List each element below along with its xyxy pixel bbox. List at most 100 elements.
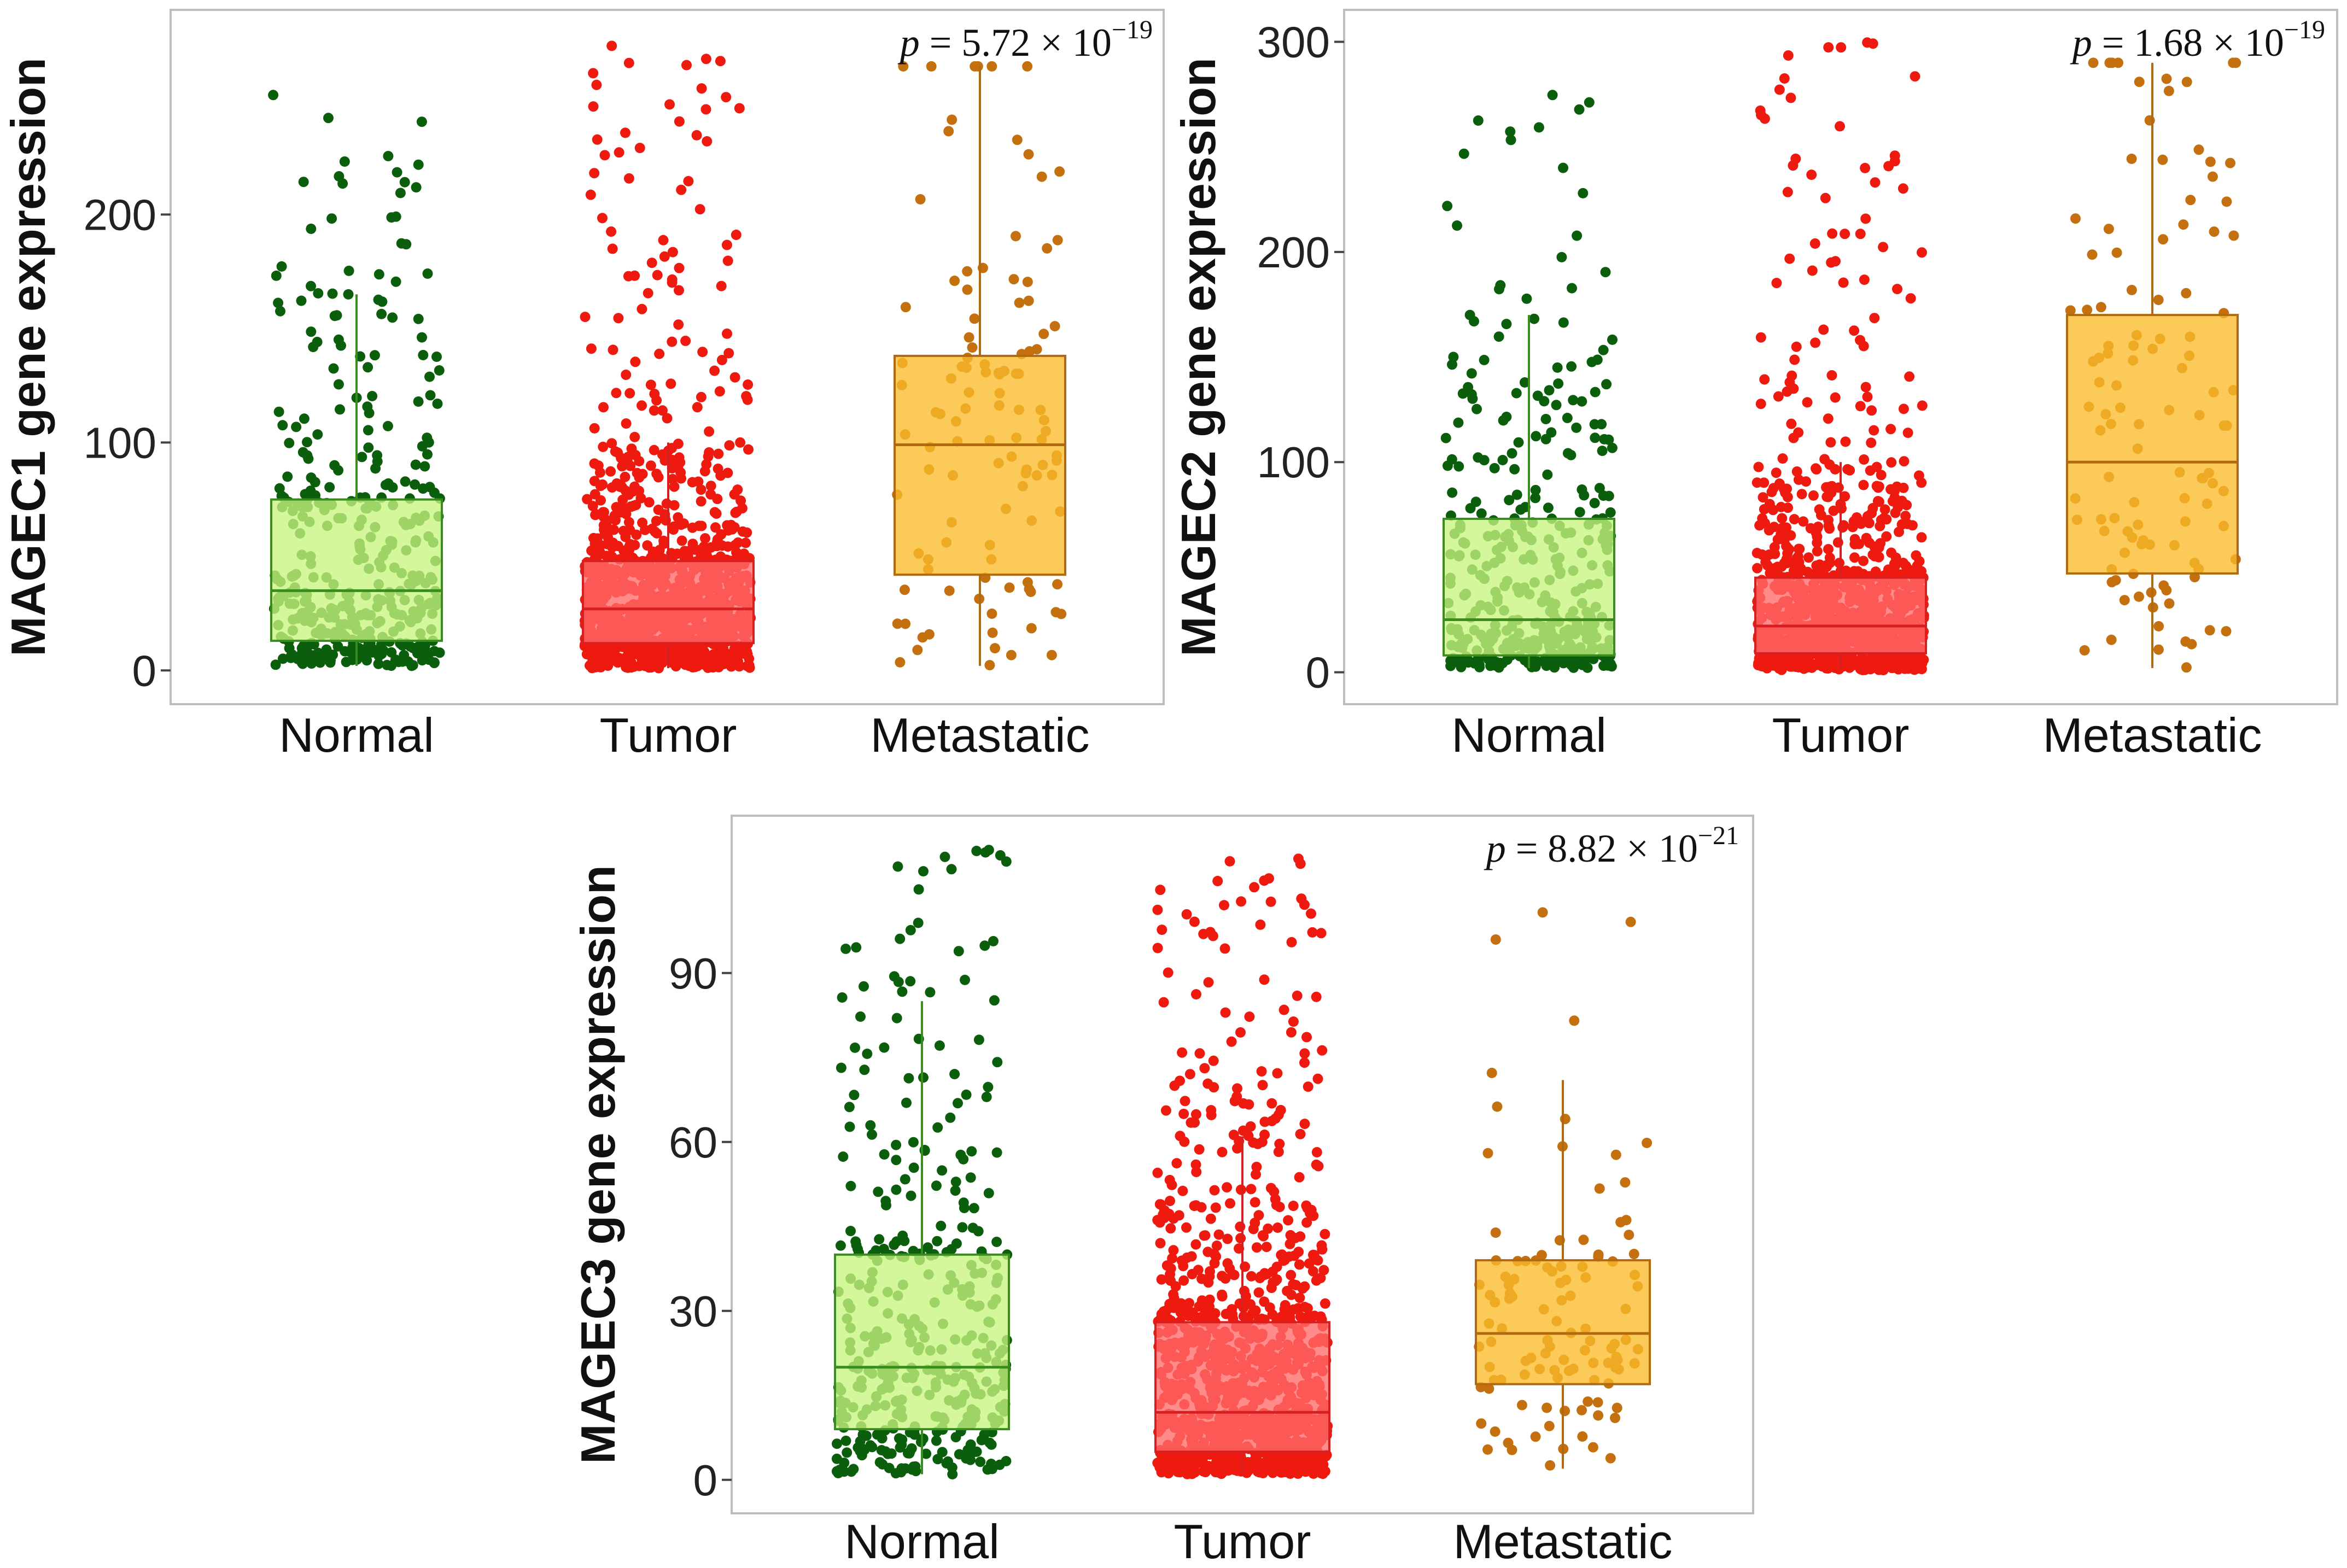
data-point [323,113,334,124]
data-point [1511,489,1522,500]
data-point [617,461,628,472]
data-point [621,418,632,429]
data-point [1834,558,1844,569]
data-point [1830,392,1841,403]
data-point [1778,530,1789,541]
data-point [422,432,433,443]
data-point [1818,324,1829,335]
data-point [1466,389,1477,400]
data-point [1318,1265,1329,1276]
data-point [721,239,732,250]
data-point [1312,1073,1323,1084]
data-point [1578,1234,1589,1245]
data-point [1883,161,1894,172]
data-point [1840,229,1850,239]
data-point [1916,664,1927,675]
data-point [905,925,916,935]
data-point [418,483,429,494]
data-point [842,1447,853,1458]
data-point [1158,997,1169,1008]
data-point [1152,1167,1163,1178]
data-point [336,340,346,351]
data-point [1530,493,1541,504]
data-point [1447,359,1457,370]
data-point [705,489,716,500]
data-point [1838,277,1849,288]
data-point [1624,1230,1634,1241]
data-point [838,1151,849,1162]
data-point [653,472,664,483]
x-tick-label: Normal [279,708,434,762]
data-point [2126,285,2137,295]
data-point [909,1429,920,1440]
data-point [667,277,678,288]
data-point [680,659,691,670]
data-point [717,659,728,670]
data-point [1006,650,1017,660]
data-point [343,289,354,300]
data-point [967,342,978,353]
data-point [891,1155,902,1166]
data-point [712,534,723,545]
data-point [630,356,641,367]
data-point [1902,428,1913,438]
data-point [1178,1108,1189,1119]
data-point [1878,242,1889,253]
data-point [424,371,435,382]
data-point [2079,645,2090,656]
data-point [2110,575,2121,586]
data-point [641,642,651,653]
data-point [1250,1218,1260,1228]
data-point [897,986,908,997]
data-point [1826,656,1837,666]
data-point [1530,1431,1541,1442]
data-point [1469,658,1480,669]
data-point [1263,1223,1274,1234]
data-point [989,995,1000,1006]
data-point [1157,925,1167,935]
data-point [1593,1410,1604,1421]
data-point [722,467,733,478]
data-point [844,1121,855,1132]
data-point [645,379,656,390]
data-point [949,1069,960,1080]
data-point [1642,1138,1653,1148]
data-point [895,933,906,944]
data-point [1600,267,1611,278]
data-point [1875,538,1886,549]
data-point [1193,1265,1204,1276]
data-point [912,645,923,656]
data-point [271,270,282,281]
data-point [1054,166,1065,177]
data-point [861,1430,872,1441]
data-point [703,662,714,672]
data-point [850,1042,860,1053]
data-point [640,652,650,663]
data-point [607,542,618,553]
data-point [1210,1308,1221,1319]
data-point [1881,531,1892,542]
data-point [1566,361,1577,372]
data-point [1246,1271,1257,1282]
data-point [2181,77,2192,87]
data-point [2103,224,2114,235]
data-point [991,1147,1002,1158]
data-point [1219,900,1229,911]
data-point [1155,1238,1166,1249]
data-point [1764,525,1774,536]
data-point [399,177,410,188]
data-point [1577,1405,1587,1415]
data-point [400,476,411,487]
data-point [1282,1285,1293,1296]
data-point [1786,418,1797,429]
data-point [625,460,636,471]
data-point [1883,653,1894,664]
data-point [735,437,746,448]
data-point [277,653,288,664]
data-point [1551,400,1562,411]
data-point [637,469,648,479]
data-point [312,337,323,347]
data-point [1163,967,1174,978]
data-point [1898,403,1909,414]
